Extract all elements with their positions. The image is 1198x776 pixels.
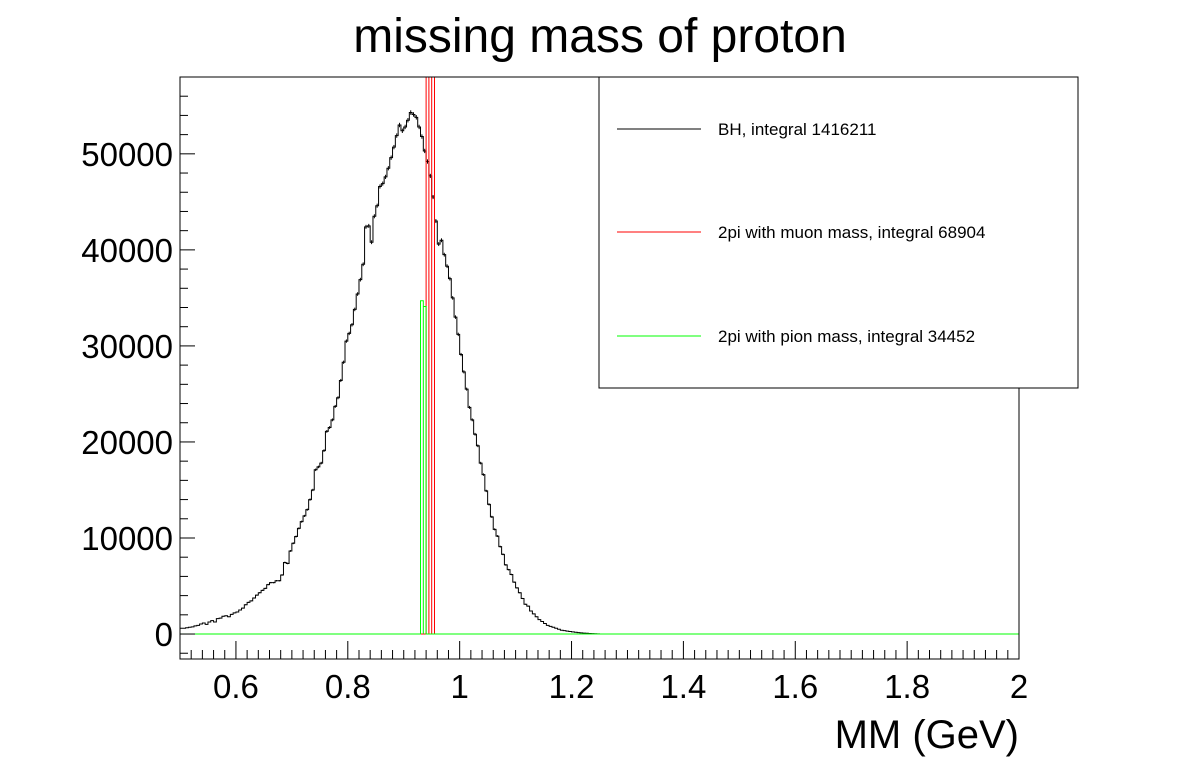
x-axis-label: MM (GeV) xyxy=(835,713,1019,757)
chart-title: missing mass of proton xyxy=(353,10,847,63)
x-tick-label: 2 xyxy=(1010,668,1028,705)
legend: BH, integral 1416211 2pi with muon mass,… xyxy=(598,76,1079,389)
x-tick-label: 0.6 xyxy=(213,668,259,705)
histogram-series-layer xyxy=(180,76,1019,635)
y-tick-label: 40000 xyxy=(81,232,173,269)
y-tick-label: 50000 xyxy=(81,136,173,173)
y-tick-label: 30000 xyxy=(81,328,173,365)
x-axis: 0.6 0.8 1 1.2 1.4 1.6 1.8 2 xyxy=(179,641,1028,705)
y-tick-label: 0 xyxy=(155,616,173,653)
legend-label-pion: 2pi with pion mass, integral 34452 xyxy=(718,327,975,346)
y-tick-label: 10000 xyxy=(81,520,173,557)
y-axis: 0 10000 20000 30000 40000 50000 xyxy=(81,95,195,654)
x-tick-label: 1.2 xyxy=(549,668,595,705)
x-tick-label: 1 xyxy=(450,668,468,705)
x-tick-label: 0.8 xyxy=(325,668,371,705)
x-tick-label: 1.6 xyxy=(772,668,818,705)
x-tick-label: 1.8 xyxy=(884,668,930,705)
x-tick-label: 1.4 xyxy=(660,668,706,705)
y-tick-label: 20000 xyxy=(81,424,173,461)
legend-label-muon: 2pi with muon mass, integral 68904 xyxy=(718,223,985,242)
legend-label-bh: BH, integral 1416211 xyxy=(718,120,876,139)
